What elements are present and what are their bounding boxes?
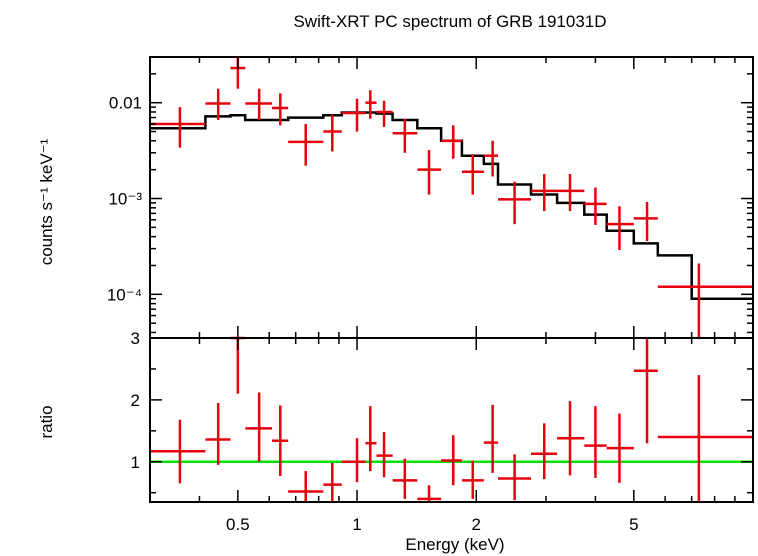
data-point: [530, 174, 558, 212]
y-tick-label: 10⁻³: [108, 190, 142, 209]
data-point: [205, 88, 231, 120]
ratio-point: [441, 435, 462, 486]
x-tick-label: 0.5: [226, 515, 250, 534]
data-point: [341, 98, 366, 132]
ratio-point: [498, 454, 531, 501]
data-point: [365, 90, 377, 119]
ratio-point: [323, 463, 342, 502]
ratio-point: [657, 375, 753, 502]
y-tick-label: 3: [131, 329, 140, 348]
ratio-point: [245, 392, 273, 462]
x-tick-label: 1: [352, 515, 361, 534]
data-point: [461, 154, 484, 195]
x-tick-label: 5: [629, 515, 638, 534]
ratio-y-axis-label: ratio: [37, 405, 56, 438]
spectrum-y-axis-label: counts s⁻¹ keV⁻¹: [37, 138, 56, 265]
data-point: [557, 174, 585, 212]
y-tick-label: 1: [131, 453, 140, 472]
ratio-point: [584, 406, 607, 478]
ratio-point: [341, 438, 366, 483]
spectrum-ticks: 0.01 10⁻³ 10⁻⁴: [107, 56, 754, 338]
data-point: [272, 93, 289, 126]
data-point: [606, 206, 634, 251]
ratio-point: [376, 432, 393, 478]
spectrum-panel: 0.01 10⁻³ 10⁻⁴: [107, 56, 754, 339]
data-point: [376, 100, 393, 127]
ratio-point: [272, 405, 289, 477]
data-point: [288, 123, 324, 166]
data-point: [417, 150, 442, 195]
ratio-panel: 0.5 1 2 5 1 2 3: [131, 329, 754, 534]
ratio-point: [150, 419, 206, 484]
data-point: [245, 88, 273, 120]
spectrum-frame: [149, 56, 754, 339]
ratio-ticks: 0.5 1 2 5 1 2 3: [131, 329, 754, 534]
data-point: [498, 181, 531, 225]
data-point: [483, 140, 499, 177]
ratio-point: [205, 402, 231, 465]
y-tick-label: 10⁻⁴: [107, 285, 142, 304]
x-tick-label: 2: [472, 515, 481, 534]
ratio-point: [288, 471, 324, 502]
ratio-point: [417, 485, 442, 502]
ratio-point: [365, 406, 377, 472]
ratio-point: [461, 460, 484, 499]
data-point: [633, 201, 658, 242]
data-point: [441, 125, 462, 159]
ratio-frame: [149, 337, 754, 503]
ratio-point: [633, 338, 658, 444]
ratio-point: [530, 423, 558, 480]
ratio-point: [557, 401, 585, 476]
data-point: [150, 107, 206, 148]
ratio-point: [483, 404, 499, 473]
data-point: [392, 118, 418, 153]
y-tick-label: 0.01: [109, 94, 142, 113]
data-point: [584, 187, 607, 225]
ratio-points-group: [150, 336, 753, 502]
x-axis-label: Energy (keV): [405, 535, 504, 554]
y-tick-label: 2: [131, 391, 140, 410]
data-point: [657, 263, 753, 338]
data-points-group: [150, 57, 753, 338]
ratio-point: [606, 413, 634, 483]
ratio-point: [392, 458, 418, 499]
data-point: [323, 114, 342, 152]
chart-title: Swift-XRT PC spectrum of GRB 191031D: [293, 12, 606, 31]
